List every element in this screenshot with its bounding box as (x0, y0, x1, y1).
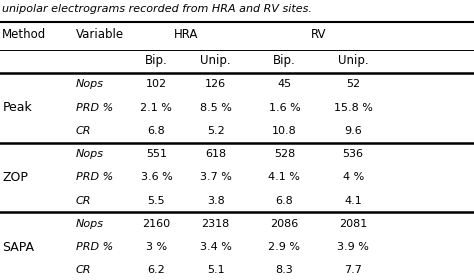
Text: 551: 551 (146, 149, 167, 159)
Text: 2086: 2086 (270, 219, 299, 229)
Text: Peak: Peak (2, 101, 32, 114)
Text: 102: 102 (146, 80, 167, 89)
Text: RV: RV (311, 29, 327, 41)
Text: PRD %: PRD % (76, 103, 113, 113)
Text: Method: Method (2, 29, 46, 41)
Text: PRD %: PRD % (76, 242, 113, 252)
Text: 2.9 %: 2.9 % (268, 242, 301, 252)
Text: 2081: 2081 (339, 219, 367, 229)
Text: 618: 618 (205, 149, 226, 159)
Text: Nops: Nops (76, 219, 104, 229)
Text: 2160: 2160 (142, 219, 171, 229)
Text: 3.9 %: 3.9 % (337, 242, 369, 252)
Text: CR: CR (76, 126, 91, 136)
Text: 4.1: 4.1 (344, 196, 362, 206)
Text: 15.8 %: 15.8 % (334, 103, 373, 113)
Text: SAPA: SAPA (2, 241, 35, 254)
Text: 3.6 %: 3.6 % (141, 172, 172, 182)
Text: 52: 52 (346, 80, 360, 89)
Text: 9.6: 9.6 (344, 126, 362, 136)
Text: 7.7: 7.7 (344, 265, 362, 275)
Text: 3.4 %: 3.4 % (200, 242, 232, 252)
Text: 6.8: 6.8 (147, 126, 165, 136)
Text: 536: 536 (343, 149, 364, 159)
Text: unipolar electrograms recorded from HRA and RV sites.: unipolar electrograms recorded from HRA … (2, 4, 312, 14)
Text: 6.2: 6.2 (147, 265, 165, 275)
Text: Variable: Variable (76, 29, 124, 41)
Text: 6.8: 6.8 (275, 196, 293, 206)
Text: CR: CR (76, 265, 91, 275)
Text: 5.5: 5.5 (147, 196, 165, 206)
Text: 8.5 %: 8.5 % (200, 103, 232, 113)
Text: PRD %: PRD % (76, 172, 113, 182)
Text: 10.8: 10.8 (272, 126, 297, 136)
Text: CR: CR (76, 196, 91, 206)
Text: Bip.: Bip. (273, 54, 296, 67)
Text: 2318: 2318 (201, 219, 230, 229)
Text: Unip.: Unip. (338, 54, 368, 67)
Text: 3.7 %: 3.7 % (200, 172, 232, 182)
Text: 4 %: 4 % (343, 172, 364, 182)
Text: Nops: Nops (76, 149, 104, 159)
Text: 5.2: 5.2 (207, 126, 225, 136)
Text: ZOP: ZOP (2, 171, 28, 184)
Text: 5.1: 5.1 (207, 265, 225, 275)
Text: 1.6 %: 1.6 % (269, 103, 300, 113)
Text: 126: 126 (205, 80, 226, 89)
Text: 2.1 %: 2.1 % (140, 103, 173, 113)
Text: 45: 45 (277, 80, 292, 89)
Text: Unip.: Unip. (201, 54, 231, 67)
Text: HRA: HRA (174, 29, 198, 41)
Text: 4.1 %: 4.1 % (268, 172, 301, 182)
Text: 3 %: 3 % (146, 242, 167, 252)
Text: Nops: Nops (76, 80, 104, 89)
Text: 3.8: 3.8 (207, 196, 225, 206)
Text: Bip.: Bip. (145, 54, 168, 67)
Text: 8.3: 8.3 (275, 265, 293, 275)
Text: 528: 528 (274, 149, 295, 159)
